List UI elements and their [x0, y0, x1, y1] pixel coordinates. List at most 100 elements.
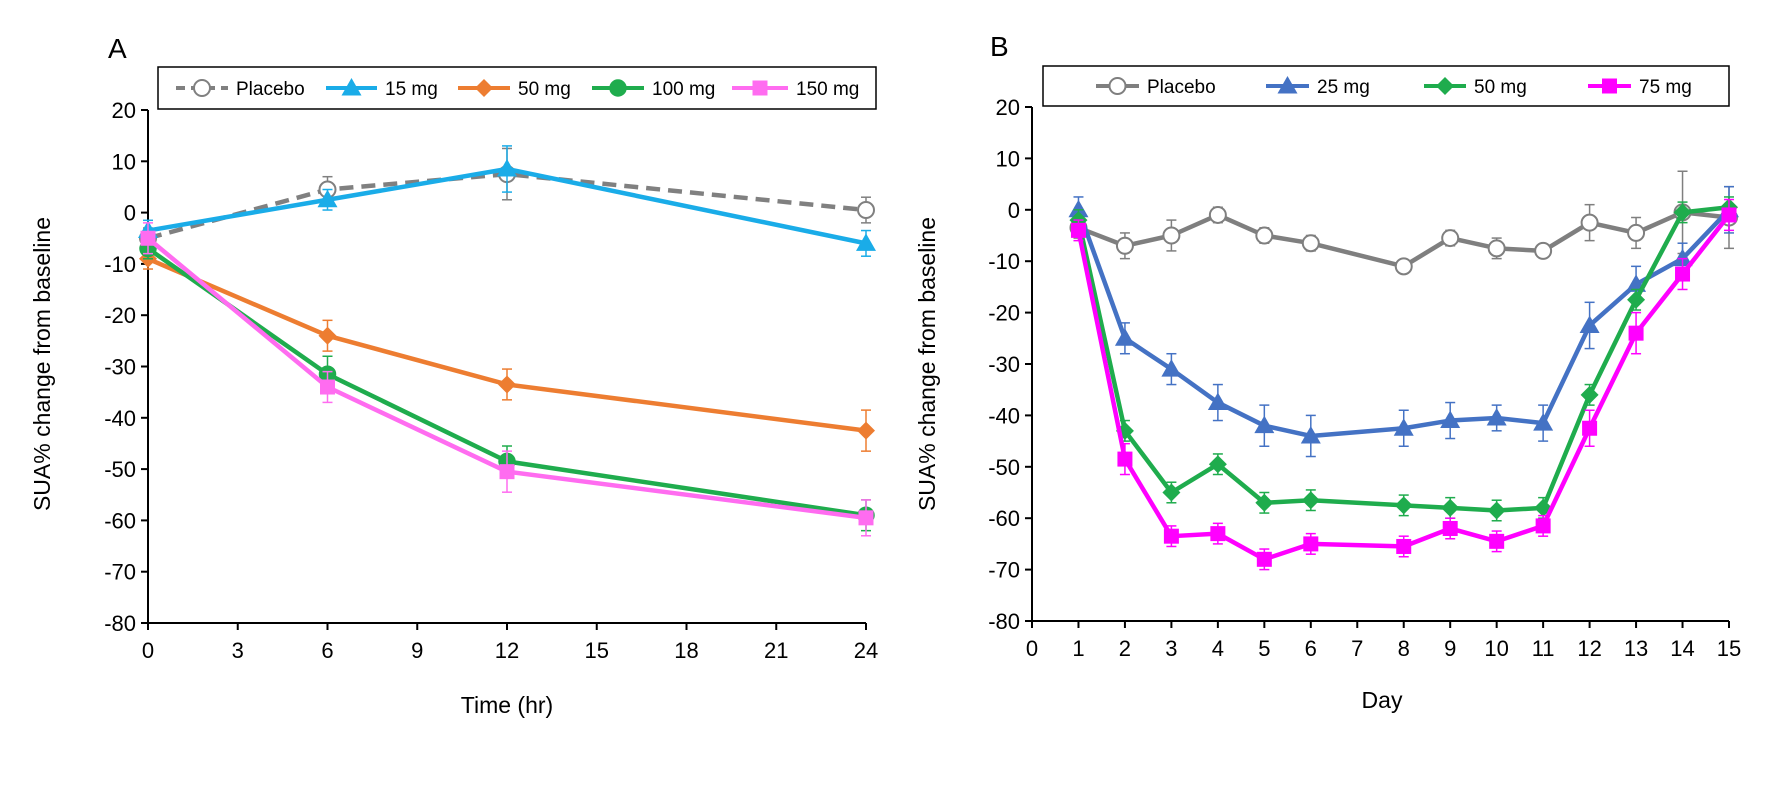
legend-label: 150 mg [796, 79, 859, 100]
legend-item: Placebo [176, 79, 305, 100]
data-point [1627, 223, 1646, 242]
legend-swatch-marker [341, 78, 362, 96]
data-point [1210, 526, 1226, 542]
legend: Placebo 15 mg 50 mg 100 mg 150 mg [157, 66, 877, 110]
x-tick-label: 5 [1258, 636, 1270, 661]
data-point [1208, 455, 1227, 474]
y-axis-title: SUA% change from baseline [29, 217, 55, 511]
x-tick-label: 15 [1717, 636, 1741, 661]
y-tick-label: 0 [124, 201, 136, 226]
x-axis-title: Time (hr) [461, 692, 553, 718]
y-tick-label: -80 [988, 609, 1020, 634]
legend-item: 150 mg [732, 79, 859, 100]
legend-swatch-marker [1602, 78, 1617, 94]
x-tick-label: 7 [1351, 636, 1363, 661]
data-point [1440, 410, 1461, 429]
data-point [1533, 413, 1554, 431]
data-point [1673, 203, 1692, 222]
data-point [140, 230, 156, 246]
series-75-mg [1070, 198, 1737, 571]
data-point [858, 510, 874, 526]
legend-item: 50 mg [458, 79, 571, 100]
legend-swatch-marker [1277, 76, 1298, 94]
data-point [1675, 266, 1691, 282]
legend-item: 25 mg [1266, 76, 1370, 98]
legend-label: 15 mg [385, 79, 438, 100]
data-point [317, 189, 338, 208]
data-point [1162, 226, 1181, 245]
data-point [499, 464, 515, 480]
legend-swatch-marker [609, 79, 627, 97]
data-point [1442, 520, 1458, 536]
x-tick-label: 21 [764, 638, 788, 663]
data-point [1254, 415, 1275, 434]
y-tick-label: -70 [104, 560, 136, 585]
data-point [1672, 248, 1693, 267]
y-tick-label: -60 [988, 506, 1020, 531]
data-point [1579, 315, 1600, 333]
legend-label: Placebo [1147, 77, 1216, 98]
data-point [318, 326, 337, 345]
y-tick-label: -20 [988, 301, 1020, 326]
legend-swatch-marker [475, 79, 493, 97]
data-point [1487, 501, 1506, 520]
data-point [1117, 451, 1133, 467]
series-50-mg [1069, 196, 1738, 522]
data-point [1300, 425, 1321, 444]
legend-item: 75 mg [1588, 77, 1692, 98]
data-point [1255, 226, 1274, 245]
x-tick-label: 4 [1212, 636, 1224, 661]
legend-label: 100 mg [652, 79, 715, 100]
y-tick-label: -40 [988, 403, 1020, 428]
legend-swatch-marker [193, 79, 211, 97]
data-point [1070, 222, 1086, 238]
series-placebo [1069, 170, 1738, 276]
data-point [1441, 229, 1460, 248]
data-point [1628, 325, 1644, 341]
x-tick-label: 3 [1165, 636, 1177, 661]
series-line [1076, 204, 1730, 513]
x-tick-label: 9 [411, 638, 423, 663]
y-tick-label: -40 [104, 406, 136, 431]
data-point [1208, 205, 1227, 224]
legend-label: 50 mg [518, 79, 571, 100]
data-point [1580, 385, 1599, 404]
data-point [1721, 207, 1737, 223]
data-point [1303, 536, 1319, 552]
data-point [1534, 241, 1553, 260]
series-line [1076, 208, 1731, 439]
legend-item: 50 mg [1424, 77, 1527, 98]
data-point [1441, 498, 1460, 517]
x-tick-label: 18 [674, 638, 698, 663]
data-point [856, 233, 876, 251]
panel-letter: A [108, 33, 127, 64]
x-tick-label: 3 [232, 638, 244, 663]
series-line [147, 256, 867, 433]
data-point [497, 158, 517, 177]
y-tick-label: -10 [988, 249, 1020, 274]
data-point [1487, 239, 1506, 258]
x-axis-title: Day [1362, 687, 1403, 713]
x-tick-label: 8 [1398, 636, 1410, 661]
y-tick-label: -30 [988, 352, 1020, 377]
x-tick-label: 9 [1444, 636, 1456, 661]
data-point [1255, 493, 1274, 512]
legend-label: 75 mg [1639, 77, 1692, 98]
data-point [1115, 236, 1134, 255]
y-tick-label: 0 [1008, 198, 1020, 223]
data-point [1068, 199, 1089, 218]
panel-letter: B [990, 31, 1009, 62]
legend-item: 100 mg [592, 79, 715, 100]
data-point [1535, 518, 1551, 534]
data-point [1489, 533, 1505, 549]
legend-swatch-marker [752, 80, 768, 96]
legend-item: Placebo [1096, 77, 1216, 98]
series-line [147, 166, 867, 246]
x-tick-label: 15 [585, 638, 609, 663]
legend: Placebo 25 mg 50 mg 75 mg [1042, 65, 1730, 107]
y-tick-label: -70 [988, 558, 1020, 583]
legend-swatch-marker [1436, 77, 1454, 95]
